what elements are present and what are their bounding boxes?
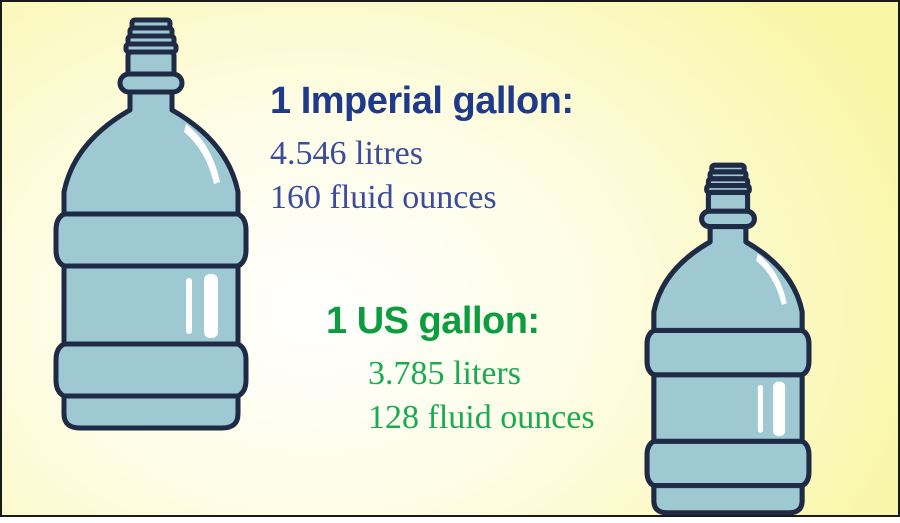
imperial-heading: 1 Imperial gallon: — [270, 80, 574, 123]
us-ounces: 128 fluid ounces — [368, 399, 595, 437]
us-bottle-illustration — [630, 160, 826, 523]
imperial-litres: 4.546 litres — [270, 135, 574, 173]
imperial-text-block: 1 Imperial gallon: 4.546 litres 160 flui… — [270, 80, 574, 217]
us-text-block: 1 US gallon: 3.785 liters 128 fluid ounc… — [326, 300, 595, 437]
us-liters: 3.785 liters — [368, 355, 595, 393]
imperial-bottle-illustration — [36, 14, 266, 439]
water-bottle-icon — [630, 160, 826, 518]
us-heading: 1 US gallon: — [326, 300, 595, 343]
water-bottle-icon — [36, 14, 266, 434]
imperial-ounces: 160 fluid ounces — [270, 179, 574, 217]
